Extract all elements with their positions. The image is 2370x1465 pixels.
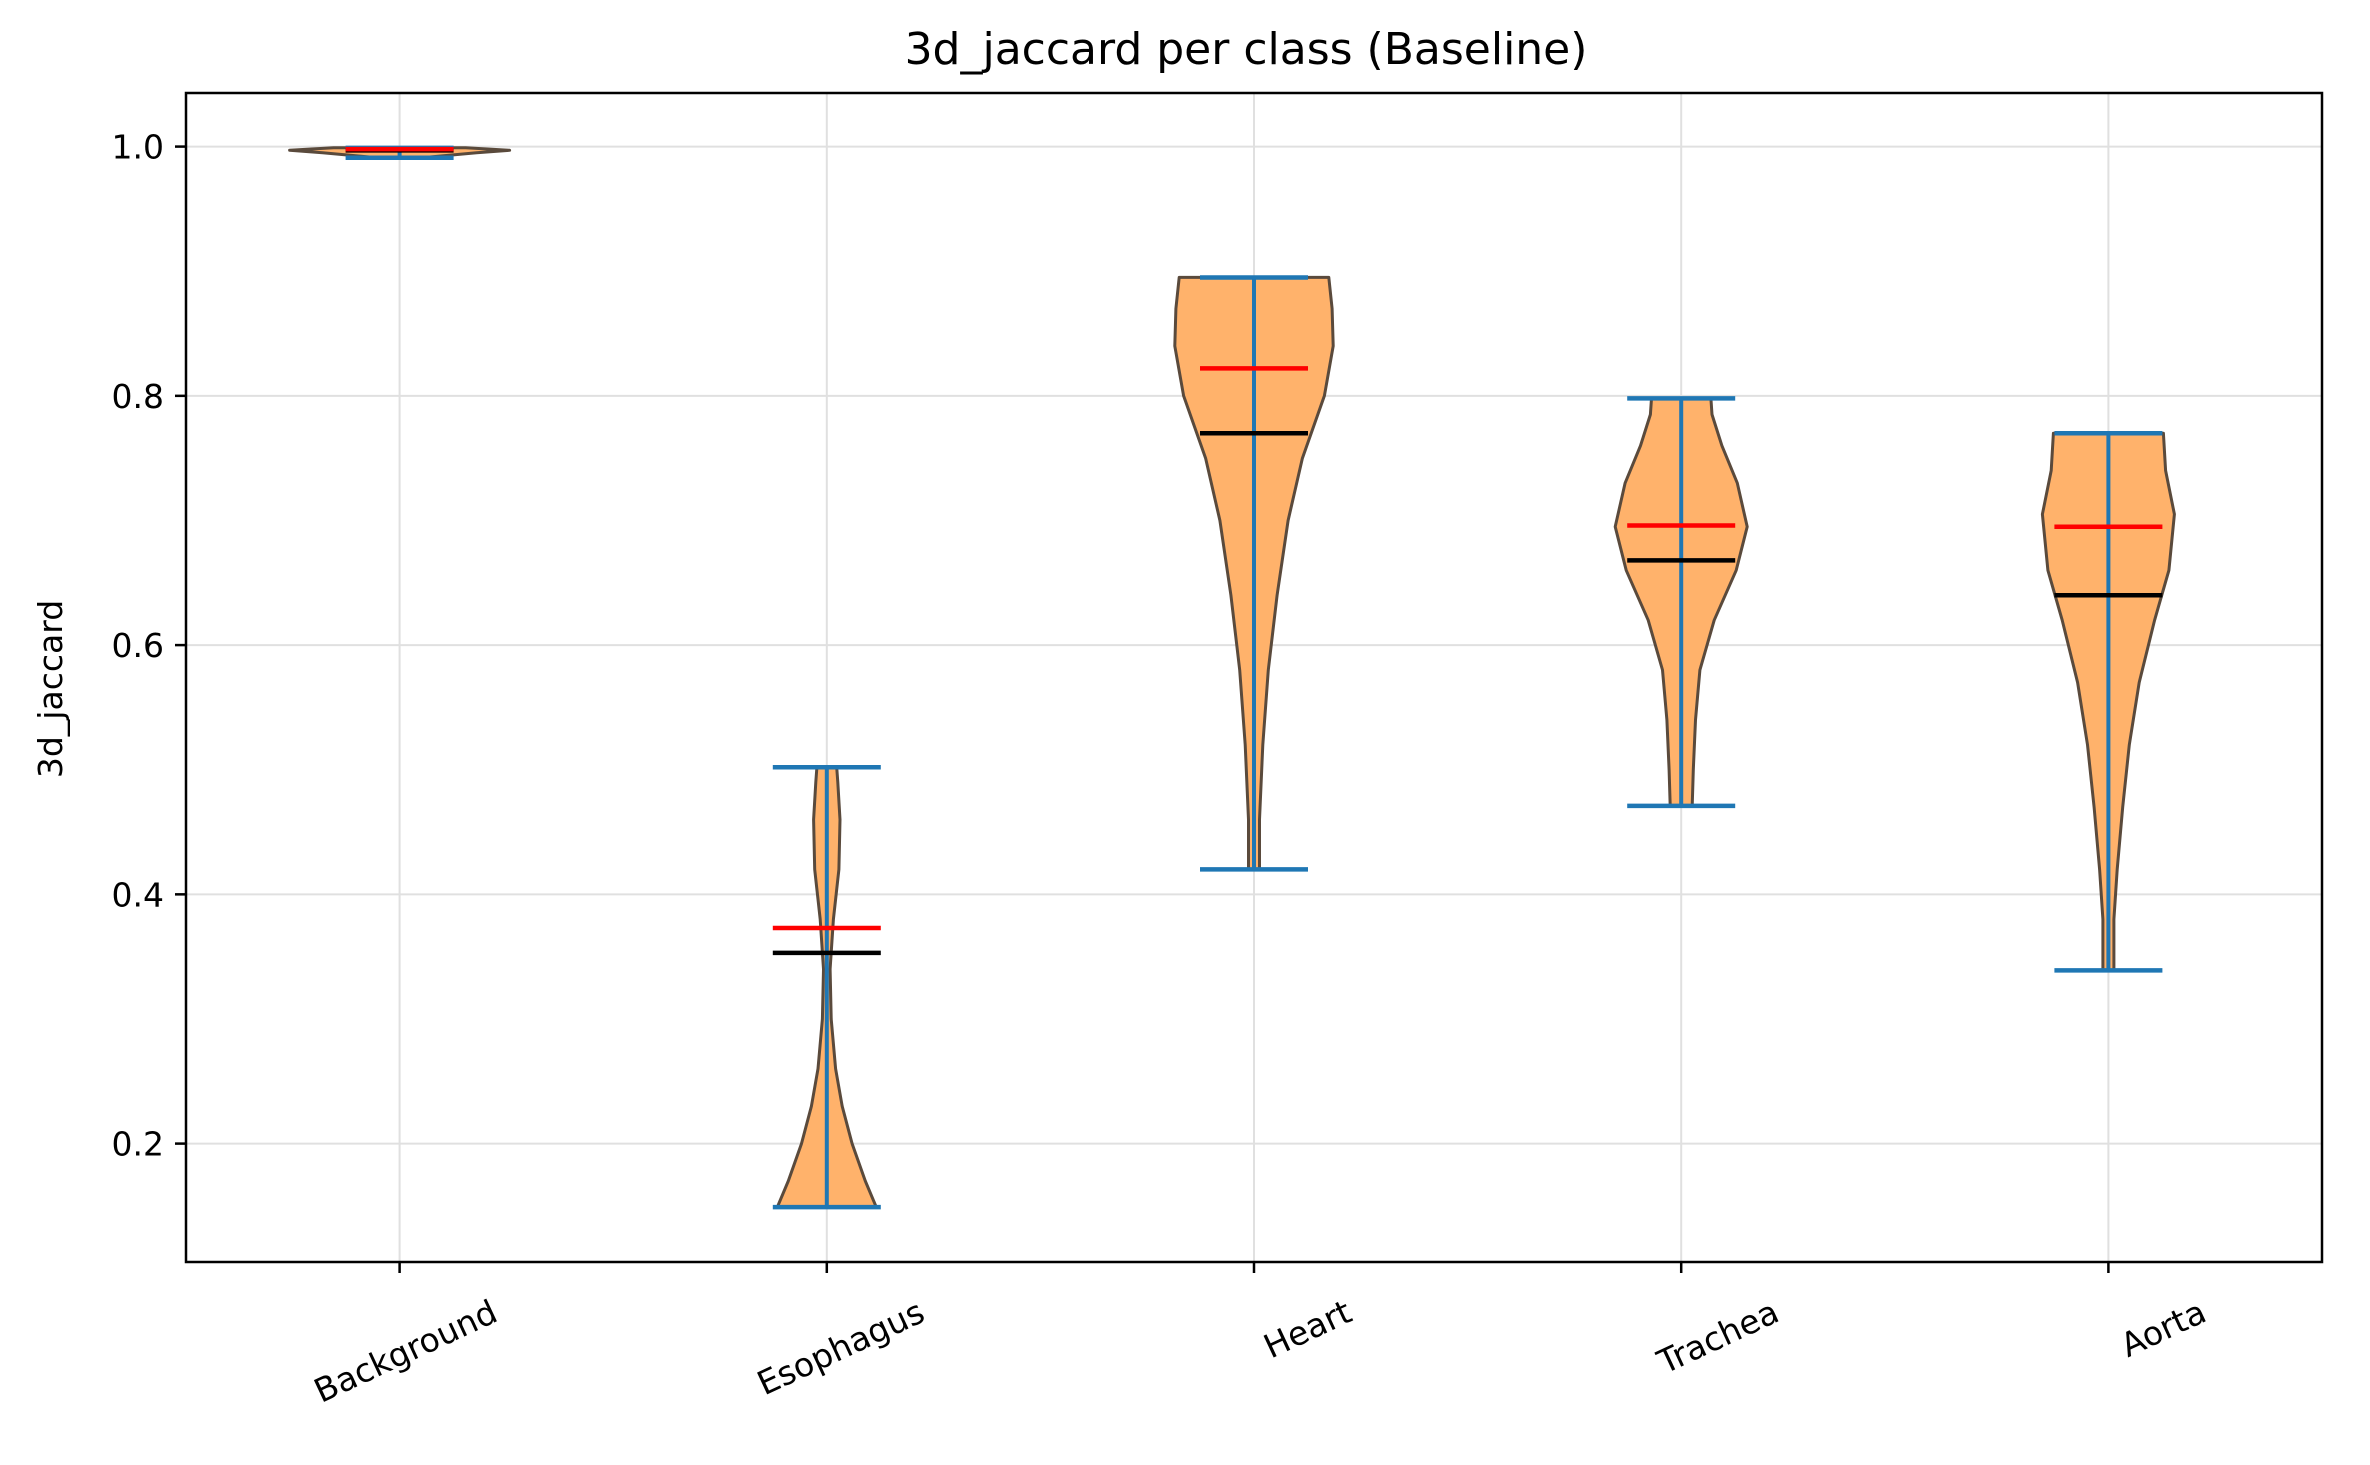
y-tick-label: 0.8	[112, 377, 164, 416]
violins	[288, 145, 2176, 1210]
y-axis-label: 3d_jaccard	[31, 600, 70, 778]
y-tick-label: 0.6	[112, 626, 164, 665]
y-tick-label: 0.4	[112, 875, 164, 914]
y-tick-label: 0.2	[112, 1125, 164, 1164]
chart-title: 3d_jaccard per class (Baseline)	[905, 24, 1588, 75]
y-tick-label: 1.0	[112, 128, 164, 167]
